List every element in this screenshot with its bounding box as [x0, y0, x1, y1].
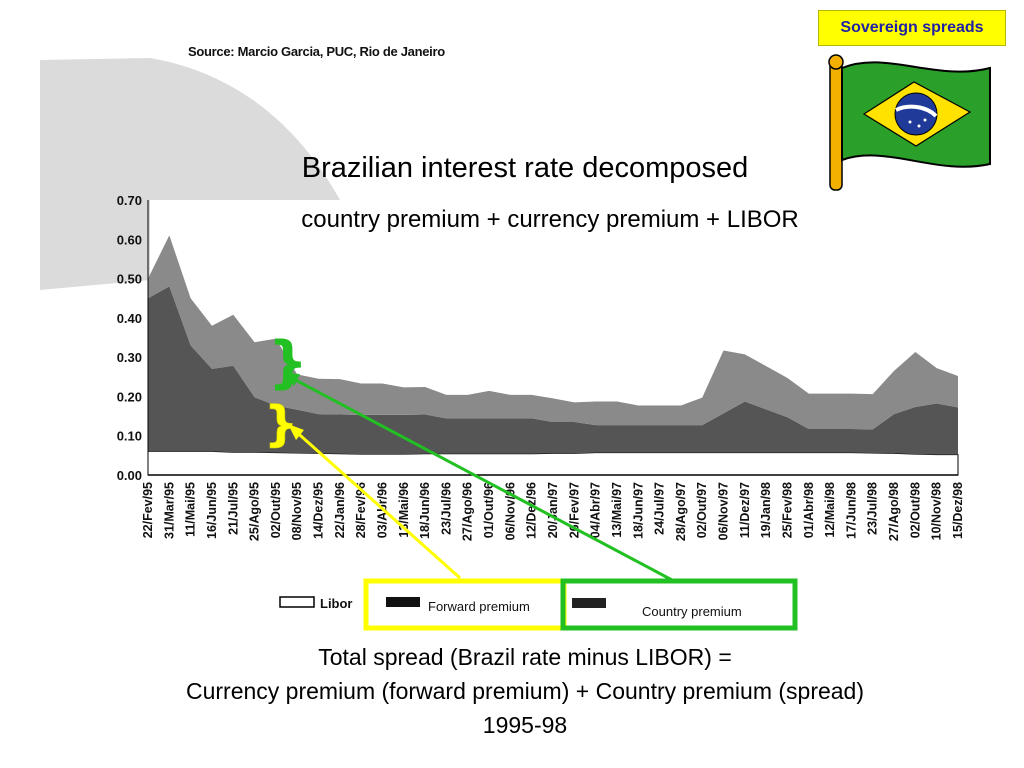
x-tick-label: 16/Jun/95 [205, 482, 219, 539]
y-tick-label: 0.20 [117, 389, 142, 404]
x-tick-label: 14/Dez/95 [312, 482, 326, 539]
x-tick-label: 20/Jan/97 [546, 482, 560, 538]
chart-legend: Libor Forward premium Country premium [279, 578, 798, 631]
y-tick-label: 0.40 [117, 311, 142, 326]
x-tick-label: 06/Nov/97 [717, 482, 731, 540]
legend-label-libor: Libor [320, 596, 353, 611]
brazil-flag-icon [828, 54, 991, 191]
legend-swatch-country [572, 598, 606, 608]
slide-title: Brazilian interest rate decomposed [301, 152, 749, 184]
caption-line-3: 1995-98 [482, 712, 568, 738]
x-tick-label: 11/Mai/95 [184, 482, 198, 537]
x-tick-label: 25/Fev/98 [780, 482, 794, 538]
legend-swatch-forward [386, 597, 420, 607]
x-tick-label: 25/Ago/95 [248, 482, 262, 541]
x-tick-label: 08/Nov/95 [290, 482, 304, 540]
x-tick-label: 27/Ago/98 [887, 482, 901, 541]
x-tick-label: 02/Out/97 [695, 482, 709, 538]
x-tick-label: 22/Jan/96 [333, 482, 347, 538]
x-tick-label: 23/Jul/98 [866, 482, 880, 535]
slide-subtitle: country premium + currency premium + LIB… [301, 206, 799, 233]
x-tick-label: 18/Jun/97 [631, 482, 645, 539]
sovereign-spreads-badge: Sovereign spreads [818, 10, 1006, 46]
y-tick-label: 0.60 [117, 232, 142, 247]
source-note: Source: Marcio Garcia, PUC, Rio de Janei… [188, 44, 445, 59]
x-tick-label: 11/Dez/97 [738, 482, 752, 538]
green-highlight-box [560, 578, 798, 631]
y-tick-label: 0.00 [117, 468, 142, 483]
x-tick-label: 01/Out/96 [482, 482, 496, 538]
x-tick-label: 28/Fev/96 [354, 482, 368, 538]
x-tick-label: 27/Ago/96 [461, 482, 475, 541]
forward-premium-area [148, 286, 958, 455]
x-tick-label: 18/Jun/96 [418, 482, 432, 539]
x-tick-label: 17/Jun/98 [844, 482, 858, 539]
y-tick-label: 0.50 [117, 272, 142, 287]
y-tick-label: 0.10 [117, 429, 142, 444]
x-tick-label: 02/Out/98 [908, 482, 922, 538]
x-tick-label: 13/Mai/97 [610, 482, 624, 538]
forward-bracket: } [264, 396, 298, 452]
caption-line-2: Currency premium (forward premium) + Cou… [185, 678, 865, 704]
x-tick-label: 01/Abr/98 [802, 482, 816, 538]
x-tick-label: 31/Mar/95 [162, 482, 176, 539]
legend-label-forward: Forward premium [428, 599, 530, 614]
y-tick-label: 0.30 [117, 350, 142, 365]
x-tick-label: 21/Jul/95 [226, 482, 240, 535]
x-tick-label: 02/Out/95 [269, 482, 283, 538]
x-axis: 22/Fev/95 31/Mar/95 11/Mai/95 16/Jun/95 21/J… [141, 482, 965, 541]
stacked-area-chart: 0.00 0.10 0.20 0.30 0.40 0.50 0.60 0.70 22/Fev/… [40, 58, 965, 582]
y-tick-label: 0.70 [117, 193, 142, 208]
legend-label-country: Country premium [642, 604, 742, 619]
y-axis: 0.00 0.10 0.20 0.30 0.40 0.50 0.60 0.70 [117, 193, 958, 483]
x-tick-label: 26/Fev/97 [567, 482, 581, 538]
x-tick-label: 12/Mai/98 [823, 482, 837, 538]
x-tick-label: 24/Jul/97 [653, 482, 667, 535]
caption-line-1: Total spread (Brazil rate minus LIBOR) = [318, 644, 732, 670]
legend-swatch-libor [279, 596, 315, 608]
caption: Total spread (Brazil rate minus LIBOR) =… [40, 640, 1010, 742]
x-tick-label: 15/Dez/98 [951, 482, 965, 539]
x-tick-label: 10/Nov/98 [930, 482, 944, 540]
x-tick-label: 19/Jan/98 [759, 482, 773, 538]
yellow-arrow [291, 426, 461, 580]
green-arrow [287, 374, 673, 582]
country-premium-area [148, 235, 958, 430]
x-tick-label: 28/Ago/97 [674, 482, 688, 541]
x-tick-label: 04/Abr/97 [589, 482, 603, 538]
x-tick-label: 12/Dez/96 [525, 482, 539, 539]
x-tick-label: 23/Jul/96 [439, 482, 453, 535]
x-tick-label: 22/Fev/95 [141, 482, 155, 538]
scan-shadow [40, 58, 340, 290]
